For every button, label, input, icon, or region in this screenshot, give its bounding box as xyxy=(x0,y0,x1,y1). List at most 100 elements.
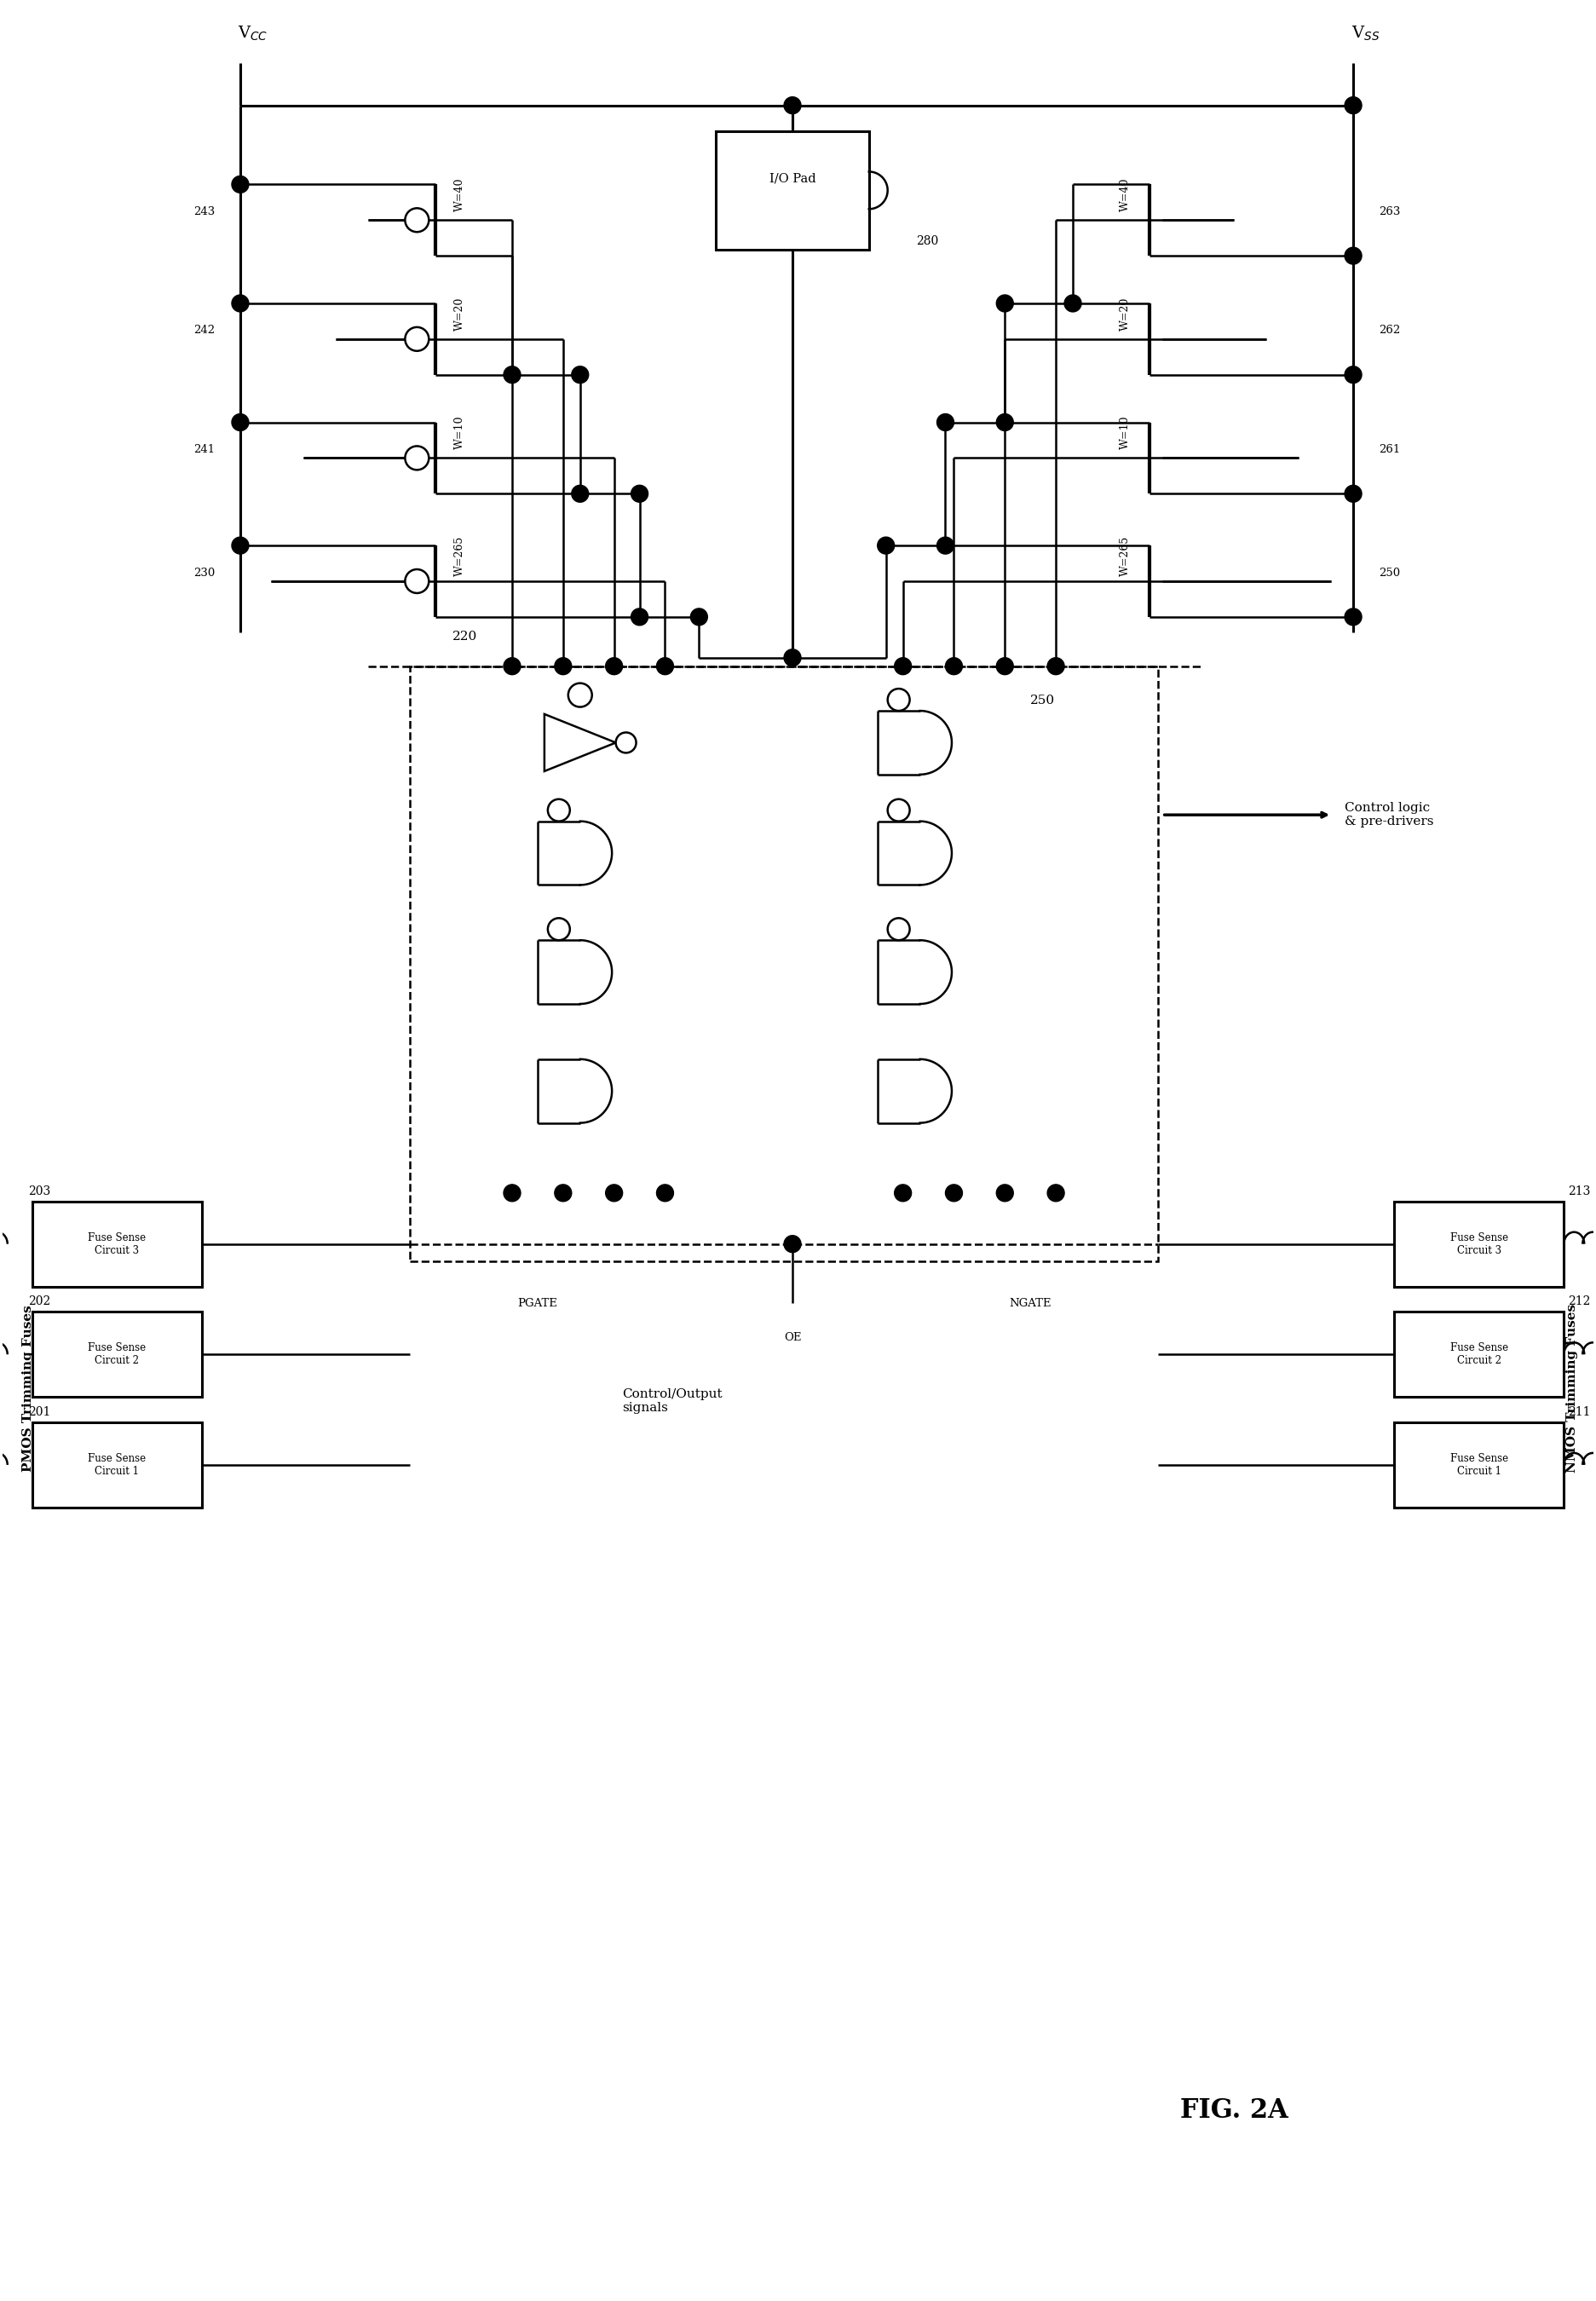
Circle shape xyxy=(547,798,570,821)
Circle shape xyxy=(1065,295,1082,313)
Circle shape xyxy=(937,536,954,555)
Text: 243: 243 xyxy=(193,207,215,216)
Bar xyxy=(32,1312,203,1397)
Text: 202: 202 xyxy=(27,1295,49,1307)
Text: W=265: W=265 xyxy=(455,536,466,575)
Circle shape xyxy=(405,568,429,594)
Circle shape xyxy=(1345,486,1361,502)
Circle shape xyxy=(630,486,648,502)
Text: PMOS Trimming Fuses: PMOS Trimming Fuses xyxy=(22,1305,34,1473)
Circle shape xyxy=(894,1185,911,1201)
Text: 263: 263 xyxy=(1379,207,1400,216)
Bar xyxy=(1393,1312,1564,1397)
Text: 220: 220 xyxy=(453,630,477,642)
Circle shape xyxy=(996,295,1013,313)
Text: Fuse Sense
Circuit 2: Fuse Sense Circuit 2 xyxy=(1449,1341,1508,1367)
Circle shape xyxy=(547,918,570,941)
Circle shape xyxy=(1345,607,1361,626)
Text: Fuse Sense
Circuit 1: Fuse Sense Circuit 1 xyxy=(88,1452,147,1477)
Circle shape xyxy=(1047,658,1065,674)
Text: W=40: W=40 xyxy=(455,177,466,212)
Circle shape xyxy=(554,658,571,674)
Text: 262: 262 xyxy=(1379,324,1400,336)
Text: 280: 280 xyxy=(916,235,938,246)
Text: I/O Pad: I/O Pad xyxy=(769,173,816,184)
Circle shape xyxy=(1345,97,1361,113)
Circle shape xyxy=(784,97,801,113)
Circle shape xyxy=(568,683,592,706)
Circle shape xyxy=(878,536,894,555)
Text: 241: 241 xyxy=(193,444,215,456)
Text: 230: 230 xyxy=(193,566,215,578)
Circle shape xyxy=(656,1185,674,1201)
Text: 250: 250 xyxy=(1031,695,1055,706)
Circle shape xyxy=(231,175,249,193)
Circle shape xyxy=(405,446,429,469)
Circle shape xyxy=(887,918,910,941)
Circle shape xyxy=(1345,366,1361,384)
Circle shape xyxy=(894,658,911,674)
Circle shape xyxy=(945,658,962,674)
Text: W=20: W=20 xyxy=(1119,297,1130,331)
Circle shape xyxy=(945,1185,962,1201)
Circle shape xyxy=(504,1185,520,1201)
Bar xyxy=(1393,1201,1564,1286)
Bar xyxy=(32,1201,203,1286)
Bar xyxy=(717,131,868,251)
Text: 242: 242 xyxy=(193,324,215,336)
Circle shape xyxy=(571,486,589,502)
Text: 201: 201 xyxy=(27,1406,51,1417)
Circle shape xyxy=(887,798,910,821)
Text: Fuse Sense
Circuit 2: Fuse Sense Circuit 2 xyxy=(88,1341,147,1367)
Text: 211: 211 xyxy=(1569,1406,1591,1417)
Text: W=265: W=265 xyxy=(1119,536,1130,575)
Text: FIG. 2A: FIG. 2A xyxy=(1181,2099,1288,2124)
Text: W=10: W=10 xyxy=(455,416,466,449)
Text: NMOS Trimming Fuses: NMOS Trimming Fuses xyxy=(1566,1305,1578,1473)
Circle shape xyxy=(231,414,249,430)
Circle shape xyxy=(405,327,429,352)
Bar xyxy=(32,1422,203,1507)
Text: 250: 250 xyxy=(1379,566,1400,578)
Circle shape xyxy=(1047,1185,1065,1201)
Circle shape xyxy=(605,1185,622,1201)
Text: NGATE: NGATE xyxy=(1009,1298,1052,1309)
Circle shape xyxy=(571,366,589,384)
Circle shape xyxy=(691,607,707,626)
Circle shape xyxy=(937,414,954,430)
Text: Fuse Sense
Circuit 3: Fuse Sense Circuit 3 xyxy=(88,1231,147,1256)
Text: PGATE: PGATE xyxy=(517,1298,557,1309)
Text: Control/Output
signals: Control/Output signals xyxy=(622,1388,723,1415)
Text: Fuse Sense
Circuit 3: Fuse Sense Circuit 3 xyxy=(1449,1231,1508,1256)
Circle shape xyxy=(784,649,801,667)
Text: W=10: W=10 xyxy=(1119,416,1130,449)
Circle shape xyxy=(996,658,1013,674)
Circle shape xyxy=(554,1185,571,1201)
Text: 203: 203 xyxy=(27,1185,49,1197)
Text: V$_{SS}$: V$_{SS}$ xyxy=(1352,23,1381,41)
Circle shape xyxy=(630,607,648,626)
Circle shape xyxy=(616,732,637,752)
Circle shape xyxy=(504,658,520,674)
Circle shape xyxy=(1345,246,1361,265)
Circle shape xyxy=(656,658,674,674)
Text: 261: 261 xyxy=(1379,444,1400,456)
Circle shape xyxy=(231,295,249,313)
Circle shape xyxy=(887,688,910,711)
Text: 213: 213 xyxy=(1569,1185,1591,1197)
Circle shape xyxy=(405,207,429,232)
Bar xyxy=(410,667,1157,1261)
Circle shape xyxy=(996,1185,1013,1201)
Text: W=20: W=20 xyxy=(455,297,466,331)
Circle shape xyxy=(784,1236,801,1252)
Text: Control logic
& pre-drivers: Control logic & pre-drivers xyxy=(1345,803,1433,828)
Text: Fuse Sense
Circuit 1: Fuse Sense Circuit 1 xyxy=(1449,1452,1508,1477)
Text: V$_{CC}$: V$_{CC}$ xyxy=(238,23,268,41)
Circle shape xyxy=(504,366,520,384)
Circle shape xyxy=(605,658,622,674)
Circle shape xyxy=(231,536,249,555)
Bar xyxy=(1393,1422,1564,1507)
Text: 212: 212 xyxy=(1569,1295,1591,1307)
Text: W=40: W=40 xyxy=(1119,177,1130,212)
Circle shape xyxy=(996,414,1013,430)
